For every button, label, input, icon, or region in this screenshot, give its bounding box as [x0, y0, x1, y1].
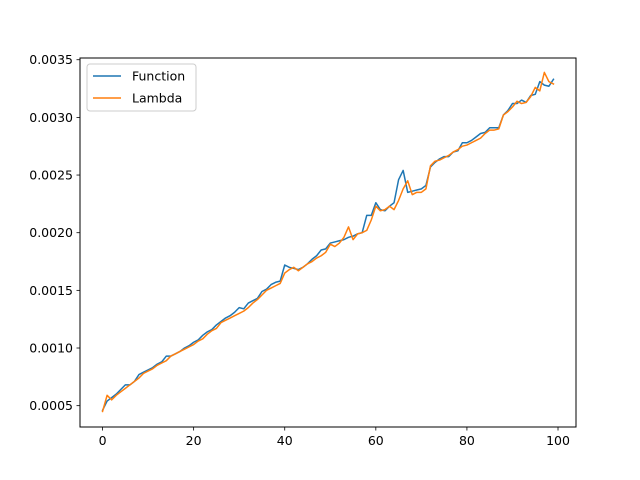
- series-line-lambda: [101, 71, 555, 413]
- y-tick-label: 0.0015: [29, 283, 73, 298]
- plot-frame: [79, 57, 577, 428]
- x-tick-label: 100: [546, 433, 570, 448]
- y-tick-label: 0.0010: [29, 341, 73, 356]
- series-layer: [101, 71, 555, 413]
- y-tick-label: 0.0020: [29, 225, 73, 240]
- x-tick-label: 20: [186, 433, 202, 448]
- y-tick-label: 0.0035: [29, 52, 73, 67]
- y-tick-label: 0.0025: [29, 168, 73, 183]
- x-axis: 0 20 40 60 80 100: [99, 427, 570, 448]
- y-tick-label: 0.0030: [29, 110, 73, 125]
- legend-label-function: Function: [132, 69, 185, 84]
- y-tick-label: 0.0005: [29, 398, 73, 413]
- x-tick-label: 60: [368, 433, 384, 448]
- x-tick-label: 0: [99, 433, 107, 448]
- y-axis: 0.0005 0.0010 0.0015 0.0020 0.0025 0.0030 0.00…: [29, 52, 80, 413]
- legend: Function Lambda: [86, 63, 197, 112]
- x-tick-label: 80: [459, 433, 475, 448]
- x-tick-label: 40: [277, 433, 293, 448]
- legend-label-lambda: Lambda: [132, 91, 182, 106]
